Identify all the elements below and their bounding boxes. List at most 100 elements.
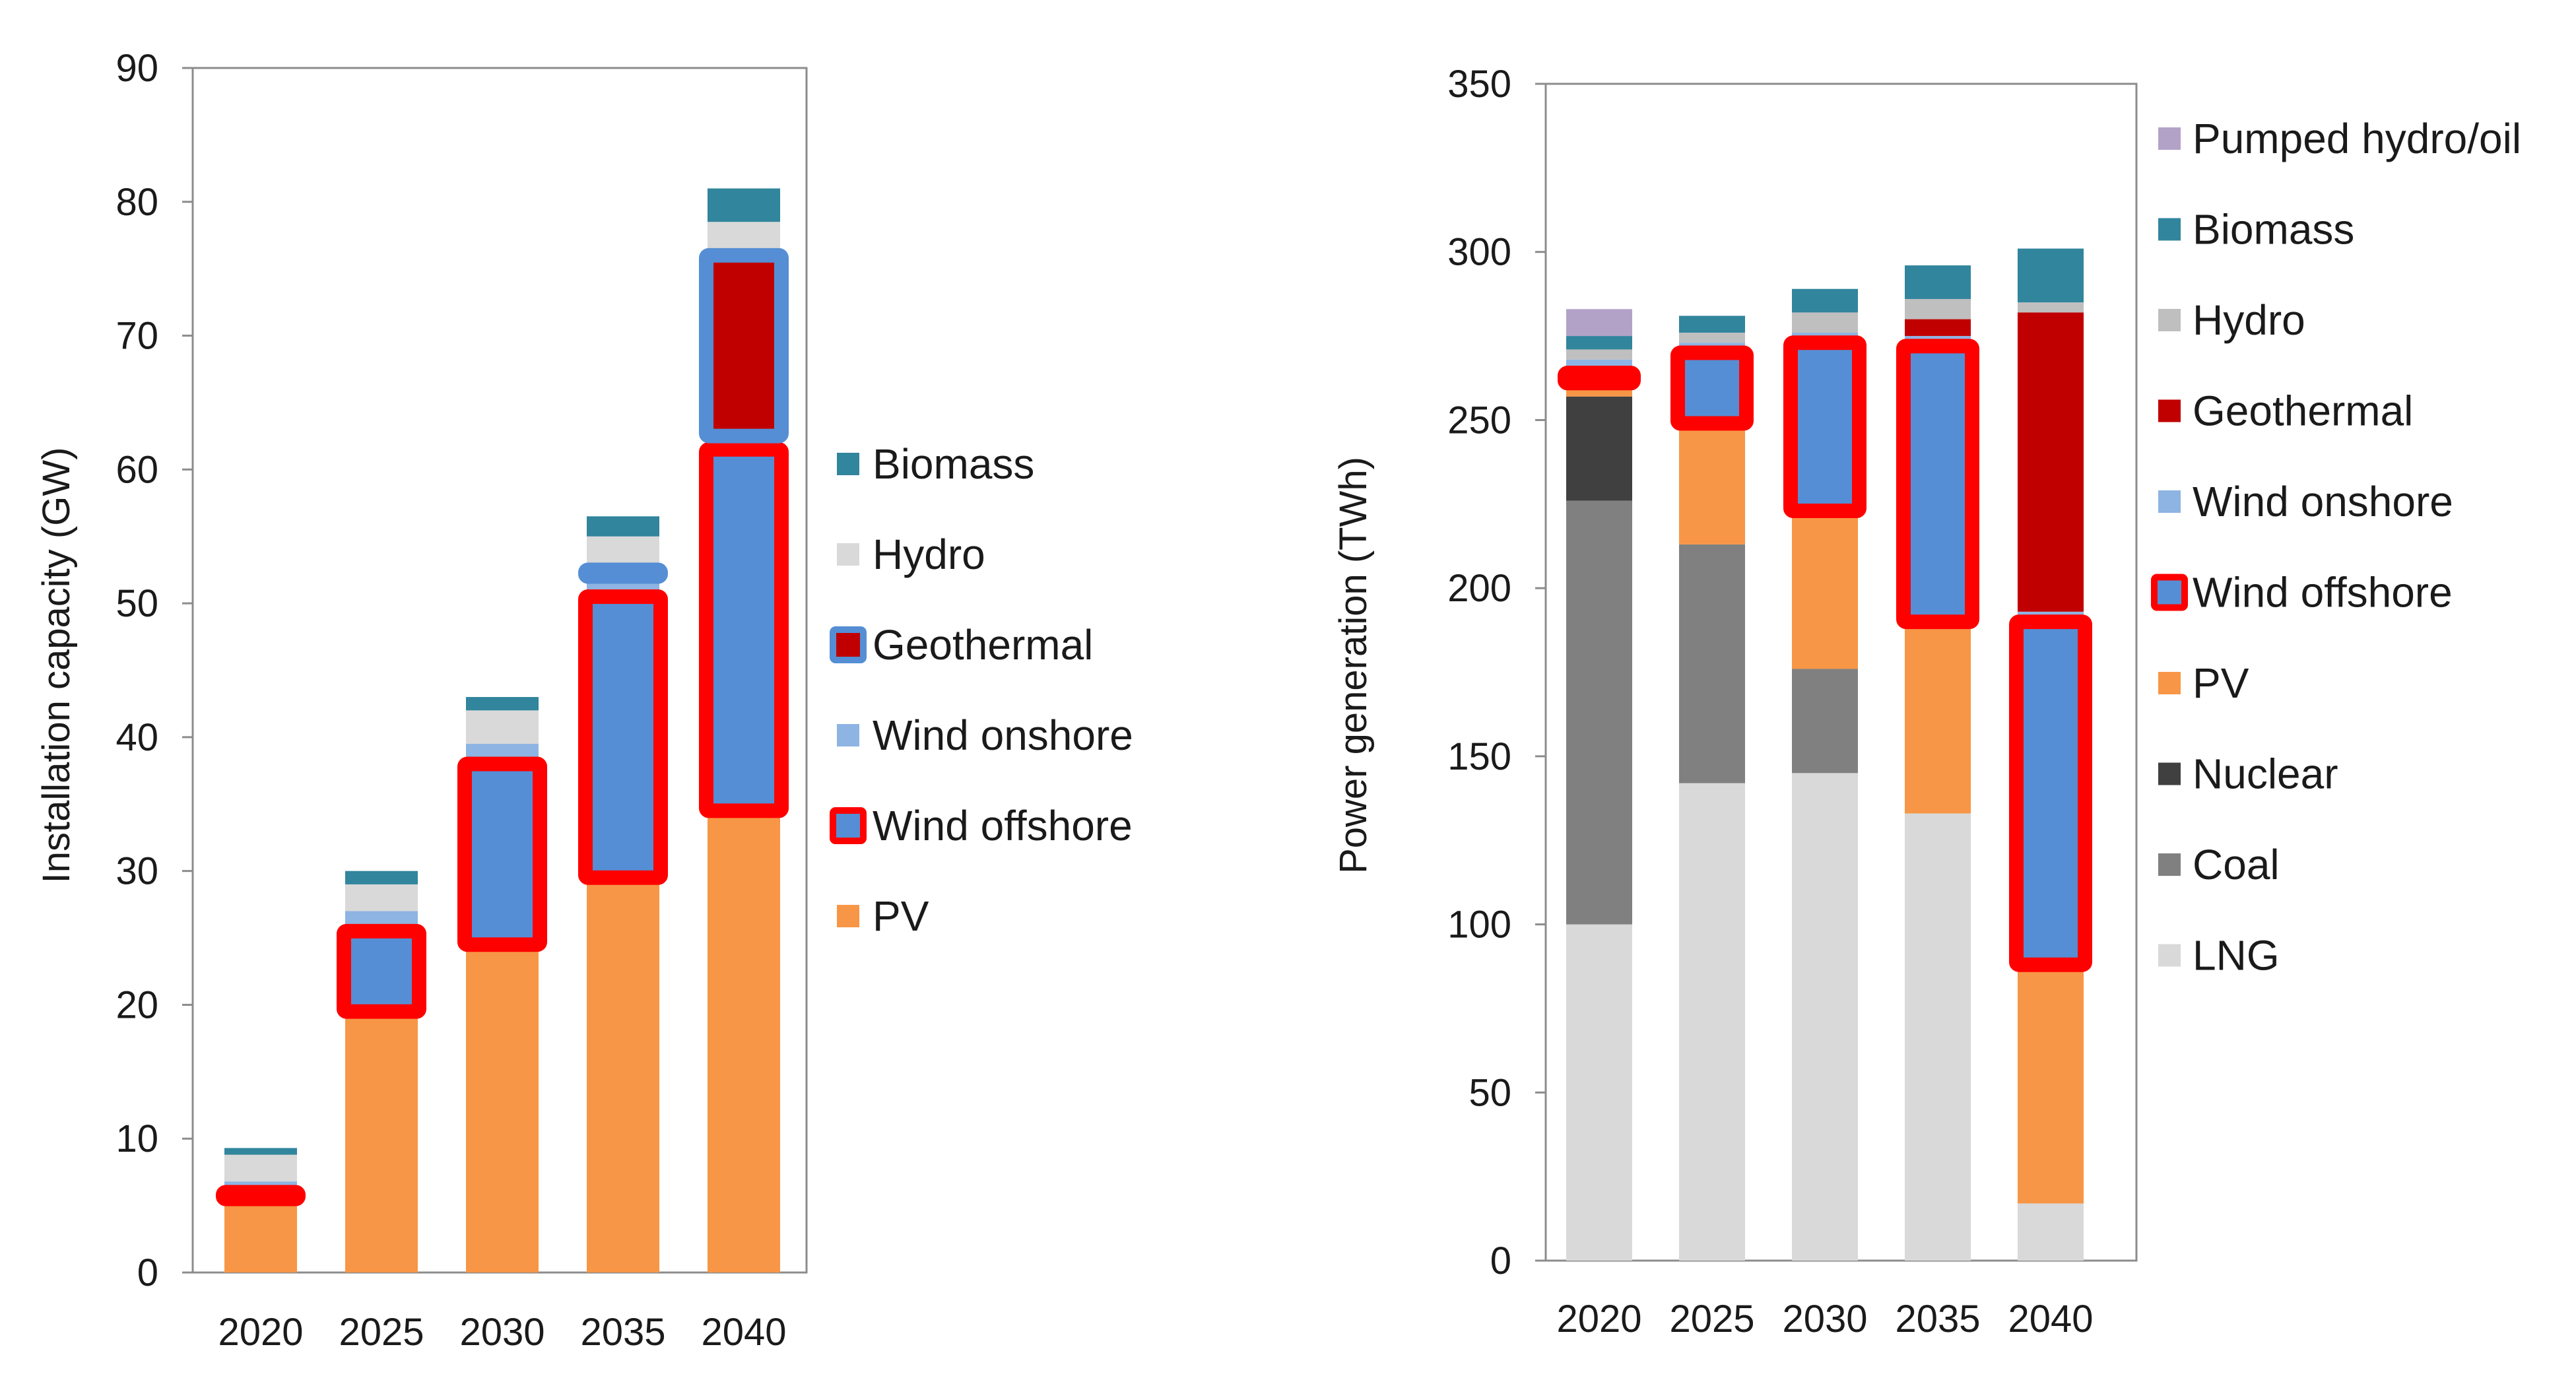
generation-y-tick-label: 250 [1447,399,1511,442]
capacity-y-tick-label: 40 [116,716,158,759]
capacity-y-axis-label: Installation capacity (GW) [35,447,78,884]
generation-legend-swatch [2158,127,2181,150]
generation-y-tick-label: 150 [1447,735,1511,778]
generation-bar-biomass-2035 [1905,265,1971,300]
capacity-legend-swatch [830,807,867,844]
generation-bar-hydro-2025 [1679,332,1745,343]
generation-bar-pv-2040 [2018,964,2084,1204]
generation-x-tick-label: 2020 [1556,1298,1641,1340]
generation-bar-biomass-2020 [1566,336,1632,350]
generation-bar-hydro-2020 [1566,349,1632,360]
capacity-bar-geothermal-2040 [708,255,780,436]
generation-legend-biomass: Biomass [2193,206,2354,253]
capacity-bar-pv-2025 [345,1011,418,1272]
capacity-bar-biomass-2030 [466,697,539,711]
generation-highlight-wind-offshore-2040 [2009,614,2092,972]
capacity-bar-hydro-2025 [345,884,418,911]
generation-y-tick-label: 100 [1447,904,1511,946]
generation-legend-pv: PV [2193,659,2249,707]
generation-bar-hydro-2035 [1905,299,1971,319]
generation-legend-pumped-hydro-oil: Pumped hydro/oil [2193,115,2521,162]
generation-bar-lng-2035 [1905,813,1971,1261]
generation-bar-pv-2030 [1792,510,1858,669]
generation-highlight-wind-offshore-2025 [1670,345,1754,431]
capacity-legend-biomass: Biomass [873,440,1034,488]
generation-legend-swatch [2158,944,2181,967]
generation-bar-hydro-2030 [1792,312,1858,333]
generation-highlight-wind-offshore-2030 [1783,335,1866,518]
generation-y-tick-label: 50 [1469,1071,1511,1114]
generation-bar-lng-2030 [1792,773,1858,1261]
generation-bar-coal-2025 [1679,544,1745,783]
capacity-bar-biomass-2035 [587,516,659,537]
capacity-bar-pv-2035 [587,877,659,1272]
generation-x-tick-label: 2035 [1895,1298,1980,1340]
capacity-bar-biomass-2025 [345,871,418,884]
capacity-x-tick-label: 2020 [218,1311,303,1354]
generation-bar-lng-2040 [2018,1203,2084,1261]
generation-legend-swatch [2158,309,2181,331]
generation-y-tick-label: 0 [1490,1239,1511,1282]
generation-highlight-wind-offshore-2035 [1896,339,1979,630]
capacity-legend-wind-onshore: Wind onshore [873,711,1133,759]
capacity-bar-biomass-2040 [708,188,780,222]
generation-bar-geothermal-2035 [1905,319,1971,337]
generation-bar-coal-2020 [1566,500,1632,925]
capacity-x-tick-label: 2030 [459,1311,545,1354]
capacity-y-tick-label: 60 [116,448,158,491]
generation-y-axis-label: Power generation (TWh) [1332,457,1375,874]
generation-legend-lng: LNG [2193,932,2280,979]
generation-bar-biomass-2030 [1792,288,1858,313]
capacity-highlight-wind-offshore-2030 [457,756,547,952]
capacity-legend-geothermal: Geothermal [873,621,1093,669]
capacity-y-tick-label: 70 [116,315,158,358]
capacity-legend-swatch [837,453,859,475]
capacity-highlight-geothermal-2035 [578,562,668,584]
generation-bar-wind-offshore-2035 [1905,346,1971,622]
capacity-y-tick-label: 0 [137,1251,158,1294]
capacity-legend-swatch [837,724,859,746]
capacity-bar-hydro-2030 [466,710,539,744]
capacity-legend-swatch [830,626,867,663]
generation-legend-nuclear: Nuclear [2193,750,2338,798]
capacity-y-tick-label: 90 [116,47,158,90]
capacity-highlight-geothermal-2040 [699,248,789,444]
capacity-x-tick-label: 2035 [580,1311,665,1354]
generation-legend-swatch [2151,574,2188,611]
capacity-bar-pv-2040 [708,810,780,1272]
capacity-highlight-wind-offshore-2040 [699,442,789,818]
generation-bar-pv-2035 [1905,622,1971,814]
generation-legend-coal: Coal [2193,841,2280,888]
generation-x-tick-label: 2040 [2008,1298,2093,1340]
generation-bar-hydro-2040 [2018,302,2084,313]
generation-legend-swatch [2158,762,2181,785]
capacity-highlight-wind-offshore-2025 [337,923,426,1019]
generation-legend-swatch [2158,490,2181,513]
generation-chart: Power generation (TWh) 0 50 100 150 200 250 30… [1332,63,2521,1340]
capacity-y-tick-label: 50 [116,582,158,625]
capacity-y-tick-label: 20 [116,983,158,1026]
capacity-bar-wind-offshore-2035 [587,596,659,878]
generation-bar-lng-2025 [1679,783,1745,1261]
capacity-y-tick-label: 10 [116,1117,158,1160]
capacity-legend-pv: PV [873,892,929,940]
generation-legend-swatch [2158,853,2181,876]
capacity-chart: Installation capacity (GW) 0102030405060… [35,47,1133,1354]
generation-bar-nuclear-2020 [1566,396,1632,501]
generation-x-tick-label: 2025 [1669,1298,1754,1340]
generation-legend-wind-offshore: Wind offshore [2193,569,2453,616]
capacity-x-tick-label: 2025 [339,1311,424,1354]
generation-y-tick-label: 300 [1447,231,1511,274]
capacity-y-tick-label: 30 [116,850,158,893]
generation-legend-swatch [2158,218,2181,241]
capacity-legend-hydro: Hydro [873,531,985,578]
generation-bar-lng-2020 [1566,924,1632,1261]
capacity-highlight-wind-offshore-2020 [216,1185,306,1206]
generation-highlight-wind-offshore-2020 [1558,366,1641,391]
capacity-x-tick-label: 2040 [701,1311,786,1354]
generation-x-tick-label: 2030 [1782,1298,1867,1340]
generation-bar-biomass-2040 [2018,248,2084,303]
generation-bar-pumped-hydro-oil-2020 [1566,309,1632,337]
generation-y-tick-label: 200 [1447,567,1511,610]
